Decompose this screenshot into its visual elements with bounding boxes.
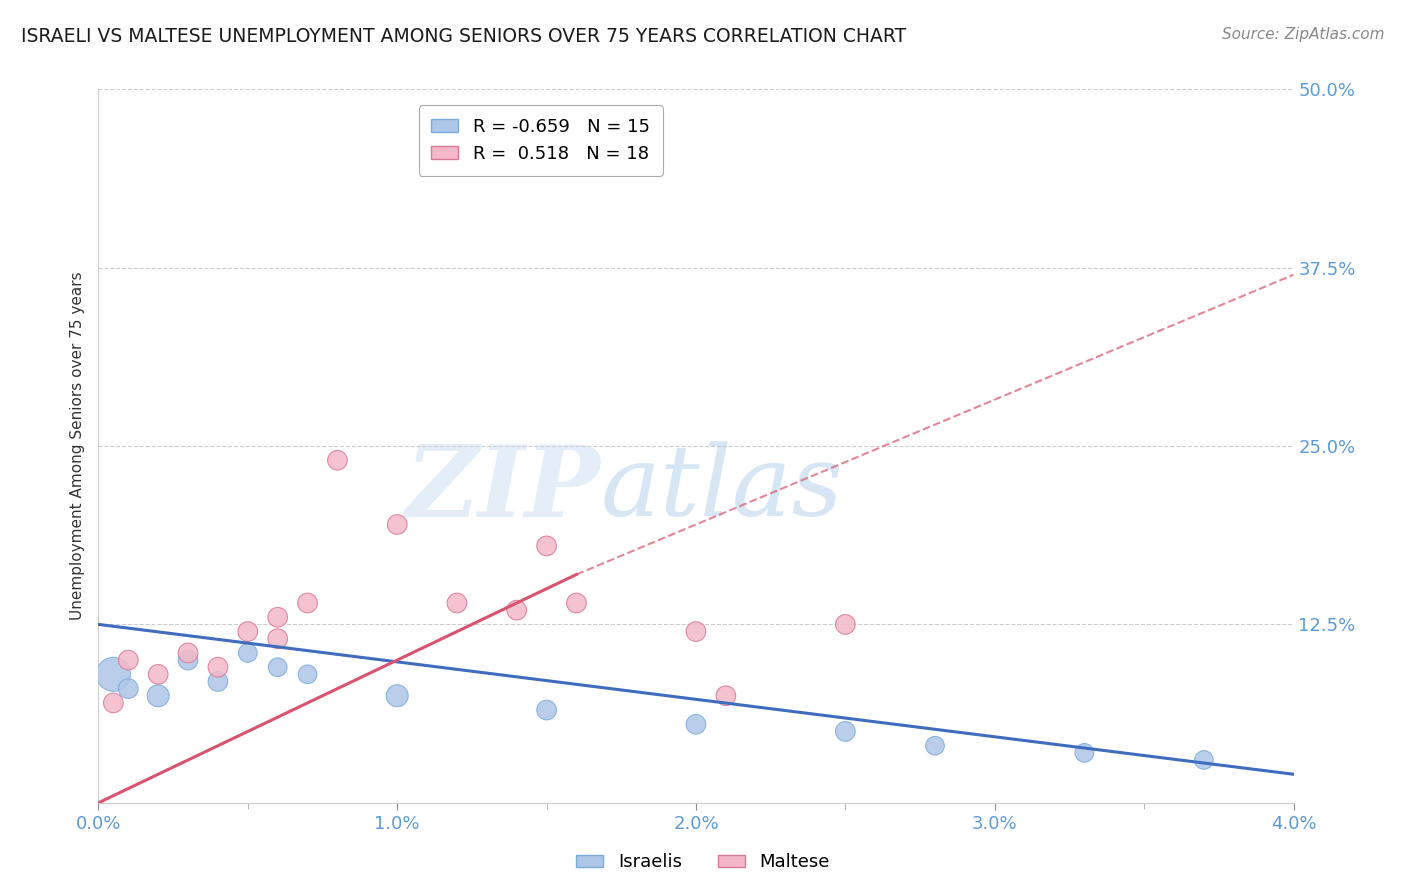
Point: [714, 689, 737, 703]
Point: [177, 646, 200, 660]
Y-axis label: Unemployment Among Seniors over 75 years: Unemployment Among Seniors over 75 years: [69, 272, 84, 620]
Point: [148, 667, 170, 681]
Point: [924, 739, 946, 753]
Point: [236, 646, 259, 660]
Text: ISRAELI VS MALTESE UNEMPLOYMENT AMONG SENIORS OVER 75 YEARS CORRELATION CHART: ISRAELI VS MALTESE UNEMPLOYMENT AMONG SE…: [21, 27, 907, 45]
Text: Source: ZipAtlas.com: Source: ZipAtlas.com: [1222, 27, 1385, 42]
Point: [834, 617, 856, 632]
Point: [565, 596, 588, 610]
Point: [326, 453, 349, 467]
Point: [117, 653, 139, 667]
Point: [1192, 753, 1215, 767]
Point: [385, 689, 409, 703]
Point: [685, 717, 707, 731]
Point: [297, 667, 319, 681]
Point: [536, 539, 558, 553]
Point: [148, 689, 170, 703]
Text: atlas: atlas: [600, 442, 844, 536]
Point: [103, 667, 125, 681]
Point: [1073, 746, 1095, 760]
Point: [103, 696, 125, 710]
Text: ZIP: ZIP: [405, 441, 600, 537]
Point: [506, 603, 529, 617]
Legend: Israelis, Maltese: Israelis, Maltese: [569, 847, 837, 879]
Point: [207, 674, 229, 689]
Point: [536, 703, 558, 717]
Point: [297, 596, 319, 610]
Point: [207, 660, 229, 674]
Point: [834, 724, 856, 739]
Point: [177, 653, 200, 667]
Point: [446, 596, 468, 610]
Point: [236, 624, 259, 639]
Point: [385, 517, 409, 532]
Point: [117, 681, 139, 696]
Legend: R = -0.659   N = 15, R =  0.518   N = 18: R = -0.659 N = 15, R = 0.518 N = 18: [419, 105, 662, 176]
Point: [685, 624, 707, 639]
Point: [267, 610, 290, 624]
Point: [267, 660, 290, 674]
Point: [267, 632, 290, 646]
